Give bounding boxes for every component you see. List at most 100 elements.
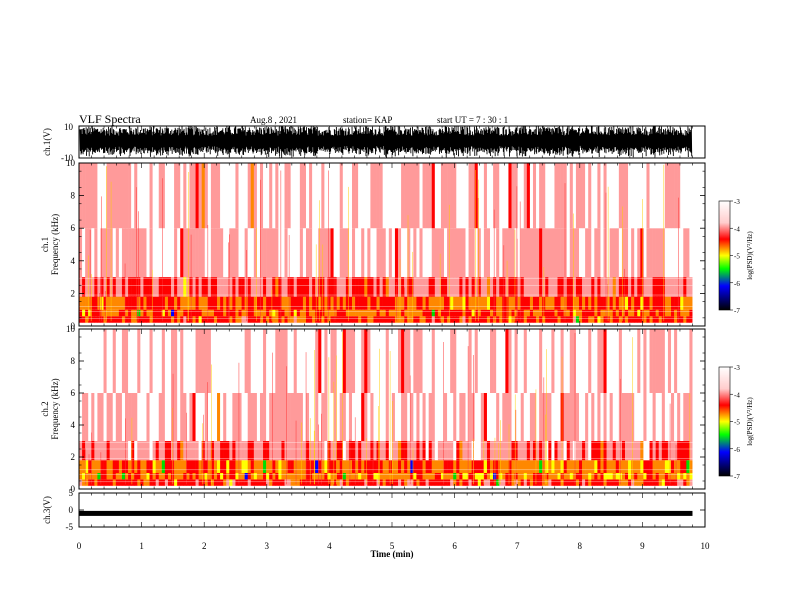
ch1-spectrogram-cell: [373, 316, 377, 323]
ch2-spectrogram-ylabel: Frequency (kHz): [50, 378, 60, 439]
ch1-spectrogram-cell: [585, 296, 589, 310]
ch1-spectrogram-cell: [85, 228, 89, 278]
ch1-spectrogram-cell: [128, 309, 132, 317]
ch1-spectrogram-cell: [425, 316, 429, 323]
ch1-spectrogram-cell: [223, 316, 227, 323]
ch1-spectrogram-cell: [324, 316, 328, 323]
ch2-spectrogram-cell: [226, 473, 230, 480]
ch2-spectrogram-cell: [511, 460, 515, 473]
ch1-spectrogram-cell: [422, 316, 426, 323]
ch2-spectrogram-cell: [410, 473, 414, 480]
ch2-spectrogram-cell: [358, 441, 362, 461]
ch1-spectrogram-cell: [447, 163, 451, 229]
ch2-spectrogram-cell: [621, 473, 626, 480]
ch1-spectrogram-cell: [256, 309, 261, 317]
ch2-spectrogram-cell: [284, 460, 288, 473]
ch2-spectrogram-cell: [594, 460, 598, 473]
ch1-spectrogram-cell: [259, 309, 264, 317]
ch2-spectrogram-cell: [474, 441, 479, 461]
ch2-spectrogram-cell: [640, 329, 644, 393]
ch1-spectrogram-cell: [496, 277, 500, 297]
ch2-spectrogram-cell: [256, 441, 261, 461]
ch1-spectrogram-cell: [628, 163, 632, 229]
ch2-spectrogram-cell: [425, 441, 429, 461]
ch1-spectrogram-cell: [358, 316, 362, 323]
ch2-spectrogram-cell: [664, 329, 669, 393]
ch2-spectrogram-cell: [253, 473, 258, 480]
ch1-spectrogram-cell: [146, 277, 150, 297]
ch2-spectrogram-cell: [410, 460, 414, 473]
ch1-spectrogram-cell: [444, 309, 448, 317]
ch1-spectrogram-cell: [416, 316, 420, 323]
ch2-spectrogram-cell: [88, 329, 92, 393]
ch1-spectrogram-colorbar-title: log(PSD)(V²/Hz): [746, 231, 754, 280]
ch1-spectrogram-cell: [266, 228, 270, 278]
ch2-spectrogram-cell: [520, 473, 525, 480]
ch1-spectrogram-cell: [388, 296, 393, 310]
ch2-spectrogram-cell: [204, 441, 209, 461]
ch2-spectrogram-cell: [468, 441, 472, 461]
ch1-spectrogram-cell: [367, 228, 371, 278]
ch2-spectrogram-cell: [137, 441, 141, 461]
ch2-spectrogram-cell: [293, 441, 298, 461]
ch1-spectrogram-cell: [572, 296, 577, 310]
ch2-spectrogram-cell: [131, 479, 135, 486]
ch1-spectrogram-cell: [634, 277, 638, 297]
ch1-spectrogram-cell: [511, 228, 515, 278]
ch2-spectrogram-cell: [490, 460, 494, 473]
ch1-spectrogram-cell: [220, 163, 224, 229]
ch2-spectrogram-cell: [444, 479, 448, 486]
ch1-spectrogram-cell: [462, 163, 466, 229]
ch2-spectrogram-cell: [600, 473, 604, 480]
ch1-spectrogram-cell: [569, 316, 574, 323]
ch1-spectrogram-cell: [401, 277, 405, 297]
ch1-spectrogram-cell: [302, 228, 307, 278]
ch1-spectrogram-cell: [649, 163, 653, 229]
ch2-spectrogram-cell: [410, 329, 414, 393]
ch1-spectrogram-cell: [305, 296, 310, 310]
ch1-spectrogram-cell: [462, 316, 466, 323]
ch1-spectrogram-cell: [94, 316, 98, 323]
ch2-spectrogram-cell: [566, 441, 571, 461]
ch1-spectrogram-cell: [575, 163, 580, 229]
ch2-spectrogram-cell: [606, 329, 610, 393]
ch1-spectrogram-cell: [391, 309, 396, 317]
ch2-spectrogram-cell: [588, 441, 592, 461]
ch1-spectrogram-cell: [376, 277, 380, 297]
ch1-spectrogram-cell: [241, 277, 245, 297]
ch1-spectrogram-cell: [137, 228, 141, 278]
ch1-spectrogram-cell: [376, 296, 380, 310]
ch1-spectrogram-cell: [167, 163, 172, 229]
ch1-spectrogram-cell: [499, 277, 503, 297]
ch1-spectrogram-cell: [385, 309, 390, 317]
ch2-spectrogram-cell: [352, 473, 356, 480]
ch1-spectrogram-cell: [422, 296, 426, 310]
ch2-spectrogram-cell: [253, 329, 258, 393]
ch2-spectrogram-cell: [115, 479, 120, 486]
ch2-spectrogram-cell: [502, 479, 506, 486]
ch1-spectrogram-cell: [652, 296, 656, 310]
ch1-spectrogram-cell: [410, 309, 414, 317]
ch2-spectrogram-cell: [174, 479, 178, 486]
ch2-spectrogram-cell: [578, 329, 583, 393]
ch1-spectrogram-cell: [490, 277, 494, 297]
ch2-spectrogram-cell: [391, 393, 396, 441]
ch2-spectrogram-cell: [474, 329, 479, 393]
ch1-spectrogram-cell: [671, 277, 675, 297]
ch1-spectrogram-cell: [671, 316, 675, 323]
ch2-spectrogram-cell: [345, 460, 350, 473]
ch2-spectrogram-cell: [382, 473, 387, 480]
ch2-spectrogram-cell: [345, 329, 350, 393]
ch1-spectrogram-cell: [177, 309, 181, 317]
ch2-spectrogram-cell: [210, 473, 215, 480]
ch1-spectrogram-cell: [529, 277, 534, 297]
ch2-spectrogram-cell: [597, 329, 601, 393]
ch2-spectrogram-cell: [330, 479, 334, 486]
ch2-spectrogram-ytick-label: 0: [71, 484, 76, 494]
ch2-spectrogram-cell: [674, 460, 678, 473]
ch1-spectrogram-cell: [146, 316, 150, 323]
ch1-spectrogram-cell: [342, 228, 347, 278]
ch1-spectrogram-cell: [404, 163, 408, 229]
ch1-spectrogram-cell: [223, 296, 227, 310]
ch2-spectrogram-cell: [431, 393, 436, 441]
